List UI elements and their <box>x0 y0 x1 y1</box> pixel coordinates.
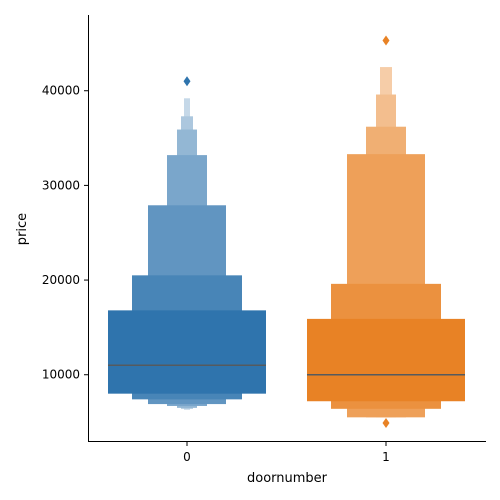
y-tick-label: 30000 <box>42 178 80 192</box>
y-tick-label: 20000 <box>42 273 80 287</box>
y-ticks: 10000 20000 30000 40000 <box>42 84 88 382</box>
outlier-point <box>382 418 390 429</box>
y-tick-label: 10000 <box>42 368 80 382</box>
outlier-point <box>183 76 191 87</box>
x-axis-label: doornumber <box>247 471 328 486</box>
plot-area <box>108 35 465 429</box>
y-tick-label: 40000 <box>42 84 80 98</box>
series-1 <box>307 35 465 429</box>
box-level-1 <box>307 318 465 402</box>
x-tick-label: 1 <box>382 450 390 464</box>
series-0 <box>108 76 266 410</box>
box-level-1 <box>108 310 266 394</box>
y-axis-label: price <box>15 213 30 245</box>
outlier-point <box>382 35 390 46</box>
x-tick-label: 0 <box>183 450 191 464</box>
